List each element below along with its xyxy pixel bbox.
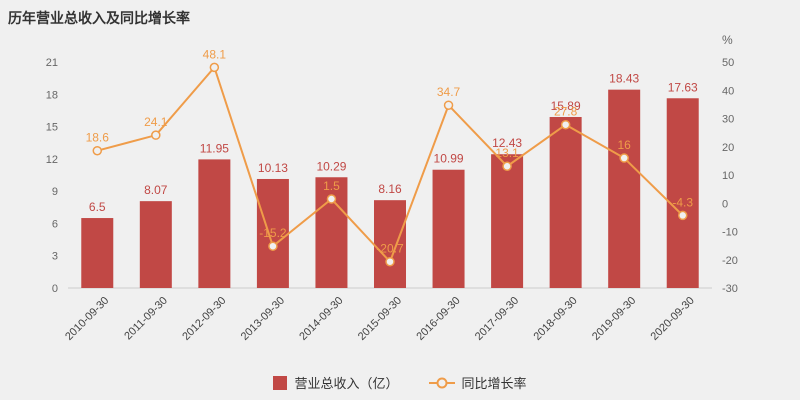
bar-swatch-icon <box>273 375 288 390</box>
growth-point <box>443 100 454 110</box>
y-axis-right-tick: 30 <box>722 114 734 126</box>
chart-canvas: 0 3 6 9 12 15 18 21 -30 -20 -10 0 10 20 30 40 50% 6.5 8.07… <box>46 33 738 343</box>
y-axis-right-tick: -20 <box>722 255 738 267</box>
right-axis-unit: % <box>722 33 733 47</box>
legend-label-revenue: 营业总收入（亿） <box>294 376 399 391</box>
x-axis-label: 2011-09-30 <box>122 295 170 343</box>
growth-point <box>677 210 688 221</box>
x-axis-label: 2018-09-30 <box>531 295 579 343</box>
growth-point <box>268 241 278 251</box>
legend-label-growth: 同比增长率 <box>461 376 527 391</box>
revenue-bar <box>315 177 348 288</box>
y-axis-right-tick: 10 <box>722 170 734 182</box>
bar-value-label: 6.5 <box>89 200 106 214</box>
y-axis-left-tick: 21 <box>46 57 58 69</box>
bar-value-label: 18.43 <box>609 72 639 86</box>
bar-value-label: 12.43 <box>492 136 522 150</box>
growth-value-label: -4.3 <box>672 195 693 209</box>
y-axis-left-tick: 3 <box>52 251 58 263</box>
growth-point <box>385 256 395 267</box>
y-axis-left-tick: 12 <box>46 154 58 166</box>
x-axis-label: 2012-09-30 <box>180 295 228 343</box>
revenue-bar <box>432 169 465 288</box>
x-axis-label: 2017-09-30 <box>473 295 521 343</box>
growth-point <box>326 194 337 204</box>
chart-title: 历年营业总收入及同比增长率 <box>8 10 190 26</box>
growth-value-label: 34.7 <box>437 85 461 99</box>
growth-point <box>502 161 512 171</box>
x-axis-label: 2014-09-30 <box>297 295 345 343</box>
revenue-bar <box>374 200 406 288</box>
revenue-bar <box>198 159 231 288</box>
revenue-bar <box>608 89 641 288</box>
growth-value-label: 18.6 <box>86 131 110 145</box>
bar-value-label: 8.07 <box>144 183 168 197</box>
y-axis-left-tick: 0 <box>52 283 58 295</box>
y-axis-left-tick: 15 <box>46 122 58 134</box>
bar-value-label: 10.29 <box>316 159 346 173</box>
x-axis-label: 2020-09-30 <box>649 295 697 343</box>
legend-item-revenue[interactable]: 营业总收入（亿） <box>273 373 399 392</box>
growth-point <box>92 145 103 156</box>
revenue-bar <box>139 201 172 288</box>
line-marker-icon <box>428 377 455 388</box>
growth-value-label: 27.8 <box>554 105 578 119</box>
x-axis-label: 2010-09-30 <box>63 295 111 343</box>
growth-value-label: -20.7 <box>376 242 404 256</box>
y-axis-left-tick: 9 <box>52 186 58 198</box>
growth-point <box>151 130 161 140</box>
revenue-bar <box>666 98 699 289</box>
bar-value-label: 10.13 <box>258 161 288 175</box>
y-axis-right-tick: -10 <box>722 227 738 239</box>
bar-value-label: 8.16 <box>378 182 402 196</box>
y-axis-left-tick: 6 <box>52 218 58 230</box>
y-axis-right-tick: -30 <box>722 283 738 295</box>
growth-point <box>209 62 220 73</box>
bar-value-label: 11.95 <box>200 141 229 155</box>
growth-value-label: -15.2 <box>259 226 287 240</box>
revenue-bar <box>549 116 582 288</box>
y-axis-right-tick: 40 <box>722 85 734 97</box>
x-axis-label: 2016-09-30 <box>414 295 462 343</box>
legend: 营业总收入（亿） 同比增长率 <box>0 373 800 392</box>
bar-value-label: 10.99 <box>434 152 464 166</box>
revenue-bar <box>81 218 114 288</box>
growth-value-label: 13.1 <box>495 146 519 160</box>
growth-point <box>560 119 571 130</box>
y-axis-right-tick: 20 <box>722 142 734 154</box>
legend-item-growth[interactable]: 同比增长率 <box>428 373 527 392</box>
x-axis-label: 2015-09-30 <box>356 295 404 343</box>
bar-value-label: 15.89 <box>551 99 581 113</box>
growth-value-label: 48.1 <box>203 47 227 61</box>
growth-value-label: 24.1 <box>144 115 168 129</box>
revenue-bar <box>491 154 524 288</box>
x-axis-label: 2019-09-30 <box>590 295 638 343</box>
revenue-bar <box>256 178 289 288</box>
y-axis-right-tick: 0 <box>722 198 728 210</box>
bar-value-label: 17.63 <box>668 80 698 94</box>
growth-point <box>619 153 629 163</box>
x-axis-label: 2013-09-30 <box>239 295 287 343</box>
y-axis-left-tick: 18 <box>46 89 58 101</box>
growth-value-label: 16 <box>618 138 632 152</box>
y-axis-right-tick: 50 <box>722 57 734 69</box>
growth-value-label: 1.5 <box>323 179 340 193</box>
